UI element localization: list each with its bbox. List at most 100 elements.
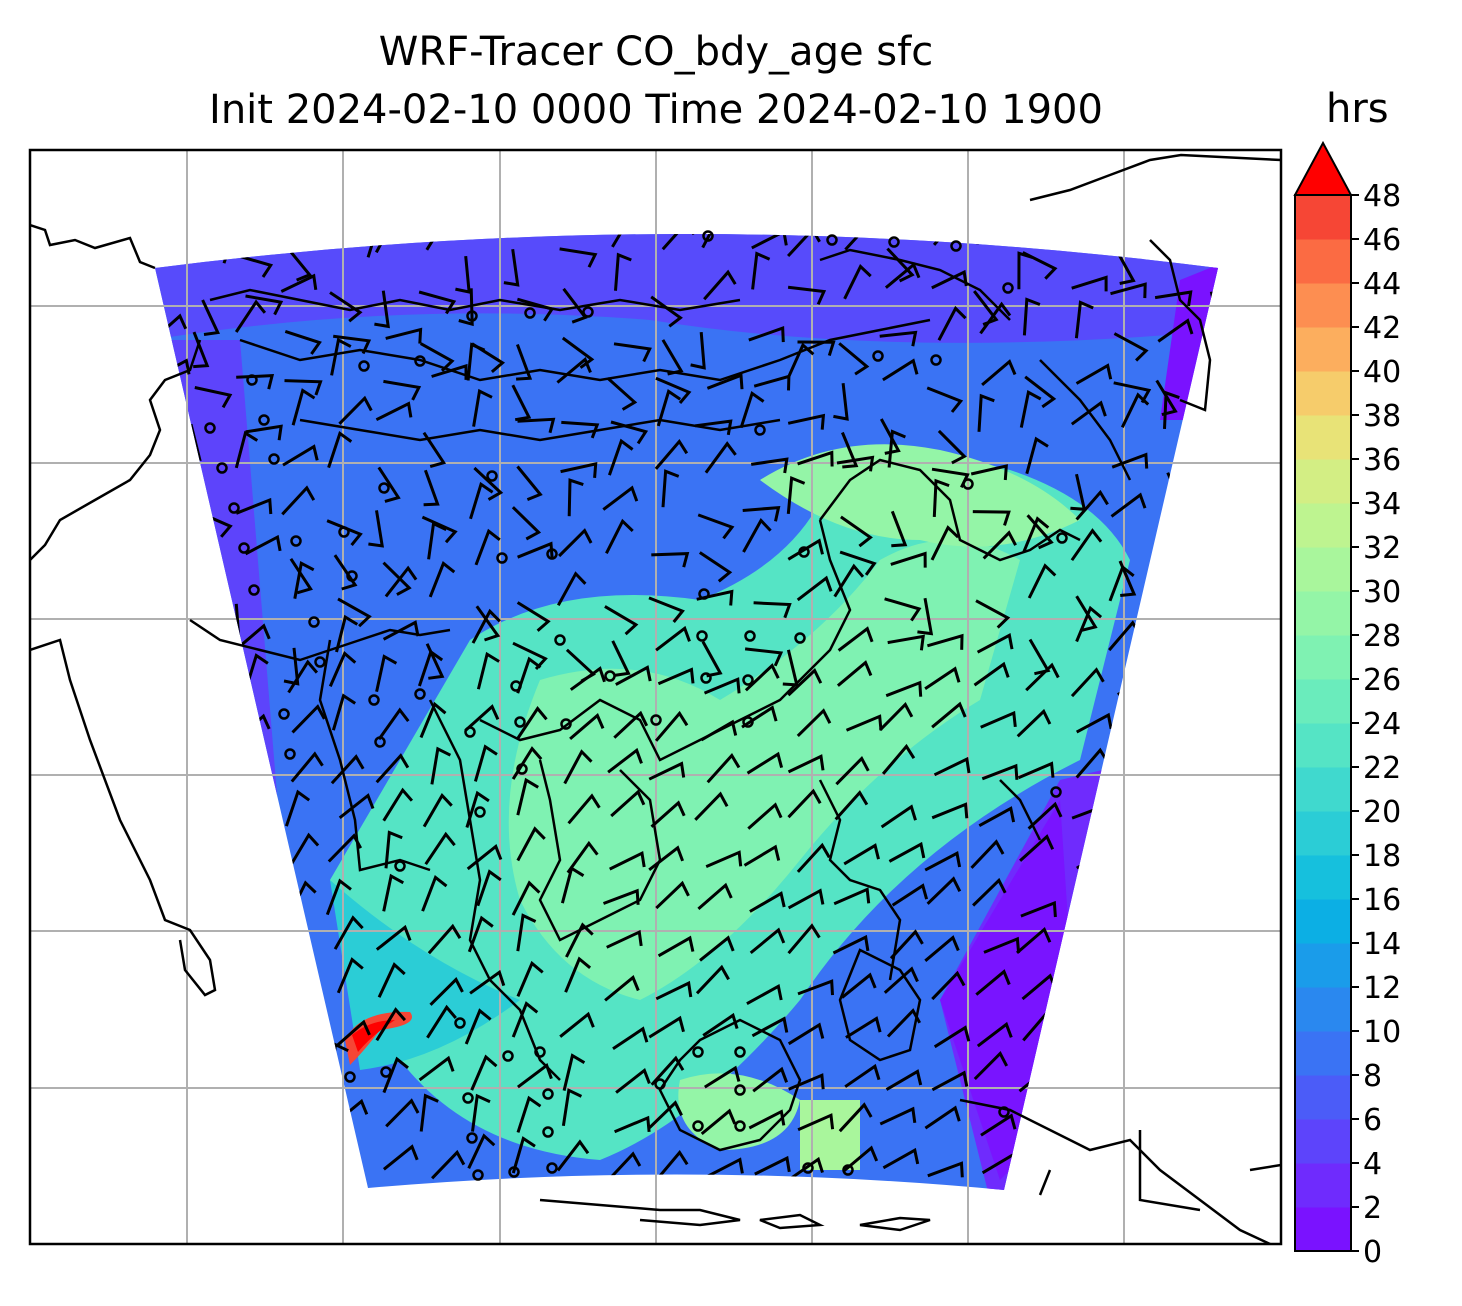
wind-barb [516, 1095, 542, 1133]
wind-barb [694, 791, 729, 821]
wind-barb [705, 850, 743, 868]
wind-barb [1070, 667, 1105, 698]
wind-barb [562, 287, 588, 324]
wind-barb [1113, 332, 1149, 362]
wind-barb [981, 763, 1019, 781]
wind-barb [1154, 663, 1189, 693]
wind-barb [833, 383, 849, 421]
wind-barb [611, 234, 642, 248]
wind-barb [511, 1136, 536, 1174]
wind-barb [155, 1004, 179, 1040]
wind-barb [466, 342, 486, 381]
wind-barb [516, 826, 546, 862]
wind-barb [235, 833, 270, 863]
wind-barb [695, 964, 730, 995]
wind-barb [464, 704, 500, 732]
wind-barb [282, 444, 319, 467]
wind-barb [648, 845, 685, 871]
wind-barb [194, 648, 214, 688]
wind-barb [976, 1021, 1013, 1048]
wind-barb [787, 413, 826, 430]
calm-marker [228, 502, 240, 514]
map-frame [28, 148, 1283, 1246]
wind-barb [428, 560, 456, 598]
wind-barb [973, 661, 1010, 687]
colorbar-tick-label: 26 [1363, 663, 1401, 698]
wind-barb [328, 651, 357, 688]
wind-barb [289, 832, 320, 867]
wind-barb [235, 733, 258, 772]
wind-barb [1167, 844, 1204, 868]
wind-barb [467, 915, 494, 953]
wind-barb [754, 1155, 791, 1176]
wind-barb [469, 481, 494, 520]
wind-barb [845, 1016, 882, 1039]
calm-marker [742, 716, 754, 728]
wind-barb [382, 873, 405, 912]
wind-barb [707, 1157, 744, 1178]
wind-barb [474, 528, 501, 566]
wind-barb [556, 357, 592, 384]
wind-barb [704, 441, 737, 474]
wind-barb [516, 1062, 553, 1089]
wind-barb [703, 269, 737, 301]
colorbar-tick-label: 32 [1363, 531, 1401, 566]
calm-marker [380, 1066, 392, 1078]
wind-barb [559, 1011, 595, 1038]
calm-marker [378, 482, 390, 494]
colorbar-tick-label: 12 [1363, 971, 1401, 1006]
wind-barb [336, 957, 364, 994]
colorbar-segment [1295, 591, 1351, 636]
wind-barb [787, 788, 822, 819]
wind-barb [563, 749, 593, 785]
wind-barb [244, 788, 267, 827]
wind-barb [466, 843, 503, 871]
wind-barb [611, 640, 631, 677]
wind-barb [797, 979, 834, 996]
wind-barb [744, 663, 780, 692]
wind-barb [330, 754, 365, 785]
wind-barb [422, 793, 453, 828]
wind-barb [924, 935, 960, 962]
wind-barb [972, 877, 1007, 907]
wind-barb [561, 336, 595, 369]
wind-barb [656, 389, 682, 427]
wind-barb [845, 714, 883, 732]
wind-barb [926, 633, 964, 650]
wind-barb [979, 301, 1012, 335]
wind-barb [1211, 380, 1218, 399]
wind-barb [281, 485, 316, 516]
wind-barb [155, 823, 166, 861]
wind-barb [931, 802, 969, 820]
wind-barb [291, 388, 316, 426]
wind-barb [648, 761, 686, 781]
colorbar-tick-label: 48 [1363, 179, 1401, 214]
colorbar-segment [1295, 1031, 1351, 1076]
wind-barb [286, 962, 312, 1001]
wind-barb [1019, 390, 1042, 428]
calm-marker [284, 748, 296, 760]
wind-barb [385, 1098, 420, 1128]
wind-barb [1157, 720, 1195, 737]
wind-barb [750, 457, 789, 474]
wind-barb [1017, 761, 1055, 780]
wind-barb [879, 330, 918, 347]
wind-barb [293, 561, 315, 599]
wind-barb [565, 922, 594, 958]
wind-barb [654, 438, 689, 470]
wind-barb [833, 563, 865, 598]
wind-barb [1164, 803, 1201, 825]
wind-barb [844, 1063, 881, 1088]
wind-barb [1075, 595, 1098, 632]
colorbar-segment [1295, 899, 1351, 944]
wind-barb [285, 1011, 309, 1050]
wind-barb [607, 1151, 642, 1182]
wind-barb [382, 1144, 419, 1171]
wind-barb [882, 358, 919, 382]
wind-barb [559, 247, 598, 268]
wind-barb [330, 1142, 360, 1178]
wind-barb [887, 634, 925, 651]
wind-barb [844, 234, 879, 251]
wind-barb [476, 651, 500, 690]
wind-barb [651, 552, 690, 568]
